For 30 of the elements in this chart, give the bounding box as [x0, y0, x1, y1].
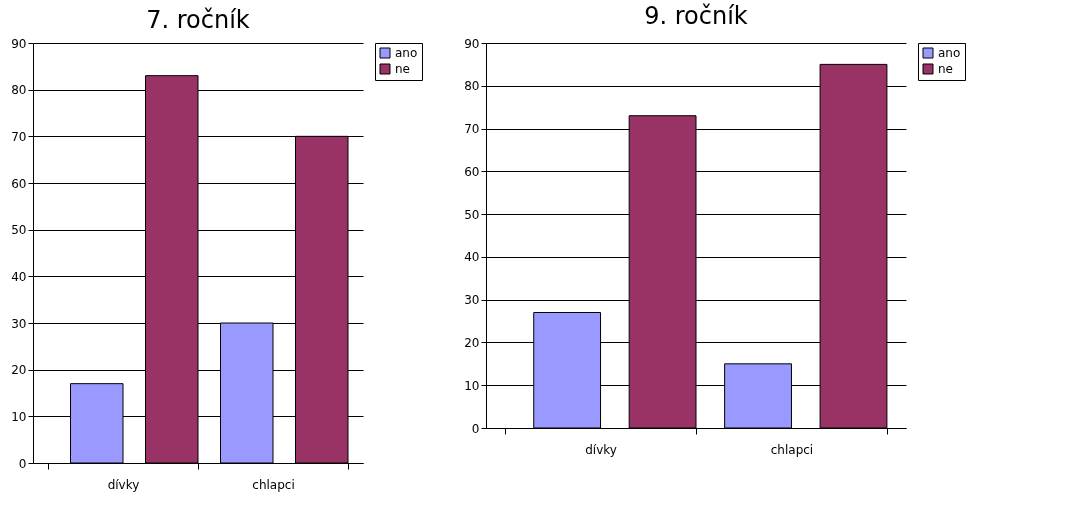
- y-tick-label: 80: [464, 79, 480, 94]
- x-tick-label: chlapci: [252, 477, 295, 492]
- y-tick-label: 10: [464, 378, 480, 393]
- y-tick-label: 20: [11, 363, 27, 378]
- y-tick-label: 10: [11, 409, 27, 424]
- y-tick-label: 60: [11, 176, 27, 191]
- y-tick-label: 0: [18, 456, 27, 471]
- y-tick-label: 90: [11, 36, 27, 51]
- y-tick-label: 50: [464, 207, 480, 222]
- y-tick-label: 40: [464, 250, 480, 265]
- y-tick-label: 30: [464, 293, 480, 308]
- x-tick-label: chlapci: [770, 442, 814, 457]
- y-tick-label: 40: [11, 269, 27, 284]
- y-tick-label: 0: [471, 421, 480, 436]
- x-tick-label: dívky: [585, 442, 617, 457]
- y-tick-label: 70: [11, 129, 27, 144]
- chart-title: 7. ročník: [146, 6, 250, 34]
- y-tick-label: 20: [464, 335, 480, 350]
- y-tick-label: 70: [464, 122, 480, 137]
- legend-label: ne: [395, 62, 410, 76]
- legend-label: ano: [395, 46, 418, 60]
- y-tick-label: 90: [464, 36, 480, 51]
- legend-label: ne: [938, 62, 953, 76]
- y-tick-label: 60: [464, 164, 480, 179]
- y-tick-label: 50: [11, 223, 27, 238]
- legend-label: ano: [938, 46, 961, 60]
- x-tick-label: dívky: [107, 477, 140, 492]
- y-tick-label: 30: [11, 316, 27, 331]
- chart-title: 9. ročník: [644, 2, 748, 30]
- y-tick-label: 80: [11, 83, 27, 98]
